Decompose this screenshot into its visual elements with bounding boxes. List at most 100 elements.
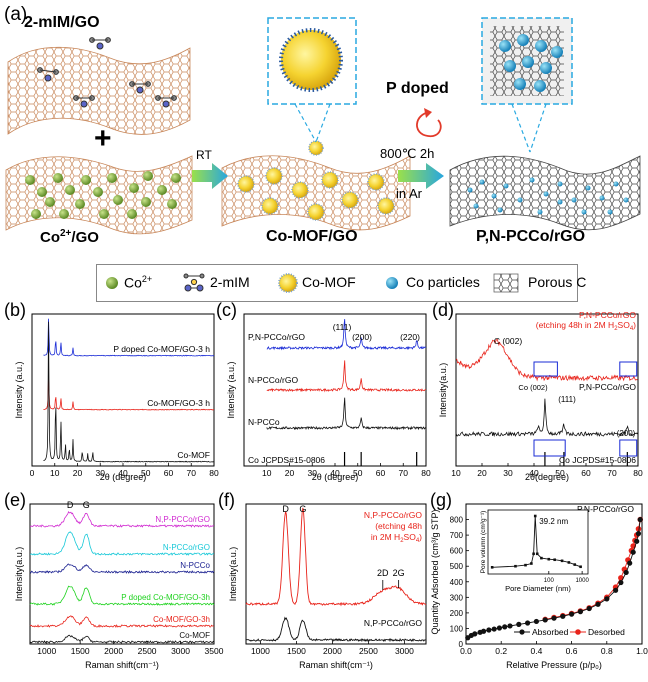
chart-f-xtick-label: 2500 — [359, 646, 378, 656]
rgo-sheet — [449, 155, 641, 231]
chart-g-inset-xlabel: Pore Diameter (nm) — [505, 584, 571, 593]
chart-d-series-label: (etching 48h in 2M H2SO4) — [536, 320, 636, 332]
chart-e-series-line — [29, 615, 215, 628]
chart-g-inset-annotation: 39.2 nm — [539, 517, 568, 526]
chart-g-inset-point — [560, 559, 564, 563]
chart-g-frame — [465, 503, 643, 645]
panel-d-label: (d) — [432, 300, 454, 320]
chart-f-ylabel: Intensity(a.u.) — [228, 547, 238, 602]
chart-g-inset-point — [573, 563, 577, 566]
chart-b-xtick-label: 50 — [141, 468, 151, 478]
chart-e-series-label: N,P-PCCo/rGO — [155, 515, 210, 524]
chart-d-xtick-label: 80 — [633, 468, 643, 478]
condition-temp: 800℃ 2h — [380, 146, 435, 161]
chart-c-series-line — [266, 397, 427, 431]
chart-d-series-line — [455, 398, 639, 438]
chart-g-xtick-label: 0.2 — [495, 646, 507, 656]
chart-d-xlabel: 2θ(degree) — [525, 472, 569, 482]
chart-g-legend-marker — [575, 629, 581, 635]
chart-d-annotation: Co (002) — [518, 383, 548, 392]
chart-d-annotation: (200) — [617, 429, 636, 438]
chart-c-xtick-label: 60 — [376, 468, 386, 478]
chart-d-series-label: P,N-PCCo/rGO — [579, 382, 636, 392]
chart-b-xtick-label: 80 — [209, 468, 219, 478]
chart-b-xtick-label: 20 — [73, 468, 83, 478]
co-ion-icon — [106, 277, 118, 289]
chart-b-series-label: Co-MOF/GO-3 h — [147, 398, 210, 408]
chart-e-series-label: N-PCCo — [180, 561, 210, 570]
chart-b-xtick-label: 70 — [187, 468, 197, 478]
chart-b-xtick-label: 10 — [50, 468, 60, 478]
chart-g-ytick-label: 400 — [450, 578, 464, 587]
rt-arrow — [192, 163, 228, 189]
chart-f-annotation: 2D — [377, 568, 389, 578]
chart-d-xtick-label: 20 — [477, 468, 487, 478]
chart-f-frame — [245, 503, 427, 645]
chart-g-inset-point — [535, 552, 539, 556]
chart-f-annotation: 2G — [393, 568, 405, 578]
chart-b-xlabel: 2θ (degree) — [100, 472, 147, 482]
chart-g-absorbed-point — [533, 618, 540, 625]
chart-g-ytick-label: 600 — [450, 547, 464, 556]
chart-g-ytick-label: 200 — [450, 609, 464, 618]
chart-c-series-line — [266, 360, 427, 393]
chart-e-xtick-label: 1500 — [71, 646, 90, 656]
chart-g-inset-point — [547, 557, 551, 561]
panel-e-label: (e) — [4, 490, 26, 510]
chart-e-ylabel: Intensity(a.u.) — [14, 547, 24, 602]
chart-d-series-label: P,N-PCCo/rGO — [579, 310, 636, 320]
chart-g-absorbed-point — [472, 631, 478, 637]
chart-c-xtick-label: 20 — [285, 468, 295, 478]
chart-e-series-line — [29, 563, 215, 574]
chart-f-xtick-label: 3000 — [395, 646, 414, 656]
plus-sign: + — [94, 122, 112, 155]
chart-g-inset-xtick-label: 1000 — [575, 578, 589, 584]
chart-f-annotation: G — [299, 504, 306, 514]
chart-b-series-label: P doped Co-MOF/GO-3 h — [113, 344, 210, 354]
panel-c-label: (c) — [216, 300, 237, 320]
chart-g-title: P,N-PCCo/rGO — [577, 504, 634, 514]
chart-e-xtick-label: 1000 — [37, 646, 56, 656]
chart-e-series-label: N-PCCo/rGO — [163, 543, 210, 552]
chart-g-legend-label: Absorbed — [532, 627, 569, 637]
chart-f-xtick-label: 2000 — [323, 646, 342, 656]
panel-g-label: (g) — [430, 490, 452, 510]
chart-e-annotation: D — [67, 500, 74, 510]
chart-e-xlabel: Raman shift(cm⁻¹) — [85, 660, 159, 670]
product-zoom-frame — [481, 17, 573, 153]
chart-c-series-label: N-PCCo/rGO — [248, 375, 298, 385]
chart-d-xtick-label: 70 — [607, 468, 617, 478]
chart-c-reference-label: Co JCPDS#15-0806 — [248, 455, 325, 465]
chart-g-inset-point — [532, 552, 535, 556]
chart-d-xtick-label: 10 — [451, 468, 461, 478]
chart-e-series-label: P doped Co-MOF/GO-3h — [121, 593, 210, 602]
chart-g-xtick-label: 0.4 — [530, 646, 542, 656]
chart-b-xtick-label: 0 — [30, 468, 35, 478]
chart-c-ylabel: Intensity (a.u.) — [226, 361, 236, 418]
chart-g-absorbed-point — [542, 617, 548, 623]
legend-box — [96, 264, 578, 302]
chart-g-absorbed-point — [486, 627, 492, 633]
product-label: P,N-PCCo/rGO — [476, 228, 586, 245]
chart-g-ytick-label: 100 — [450, 624, 464, 633]
legend-mim: 2-mIM — [210, 274, 250, 290]
chart-g-ylabel: Quantity Adsorbed (cm³/g STP) — [430, 509, 440, 634]
chart-d-reference-label: Co JCPDS#15-0806 — [559, 455, 636, 465]
chart-g-absorbed-point — [618, 579, 624, 586]
chart-e-series-label: Co-MOF — [179, 631, 210, 640]
chart-c-xtick-label: 80 — [421, 468, 431, 478]
chart-g-xtick-label: 0.8 — [601, 646, 613, 656]
chart-c-xtick-label: 30 — [308, 468, 318, 478]
chart-g-absorbed-point — [481, 628, 487, 634]
chart-g-absorbed-point — [623, 569, 629, 576]
chart-g-legend-label: Desorbed — [588, 627, 625, 637]
chart-g-absorbed-point — [637, 516, 643, 523]
chart-b-xtick-label: 40 — [118, 468, 128, 478]
chart-c-annotation: (220) — [400, 332, 420, 342]
chart-g-inset-point — [524, 563, 527, 567]
chart-f-series-label: (etching 48h — [375, 521, 422, 531]
co-ion-spheres — [25, 171, 181, 219]
chart-b-xtick-label: 30 — [96, 468, 106, 478]
chart-g-absorbed-point — [586, 605, 592, 612]
